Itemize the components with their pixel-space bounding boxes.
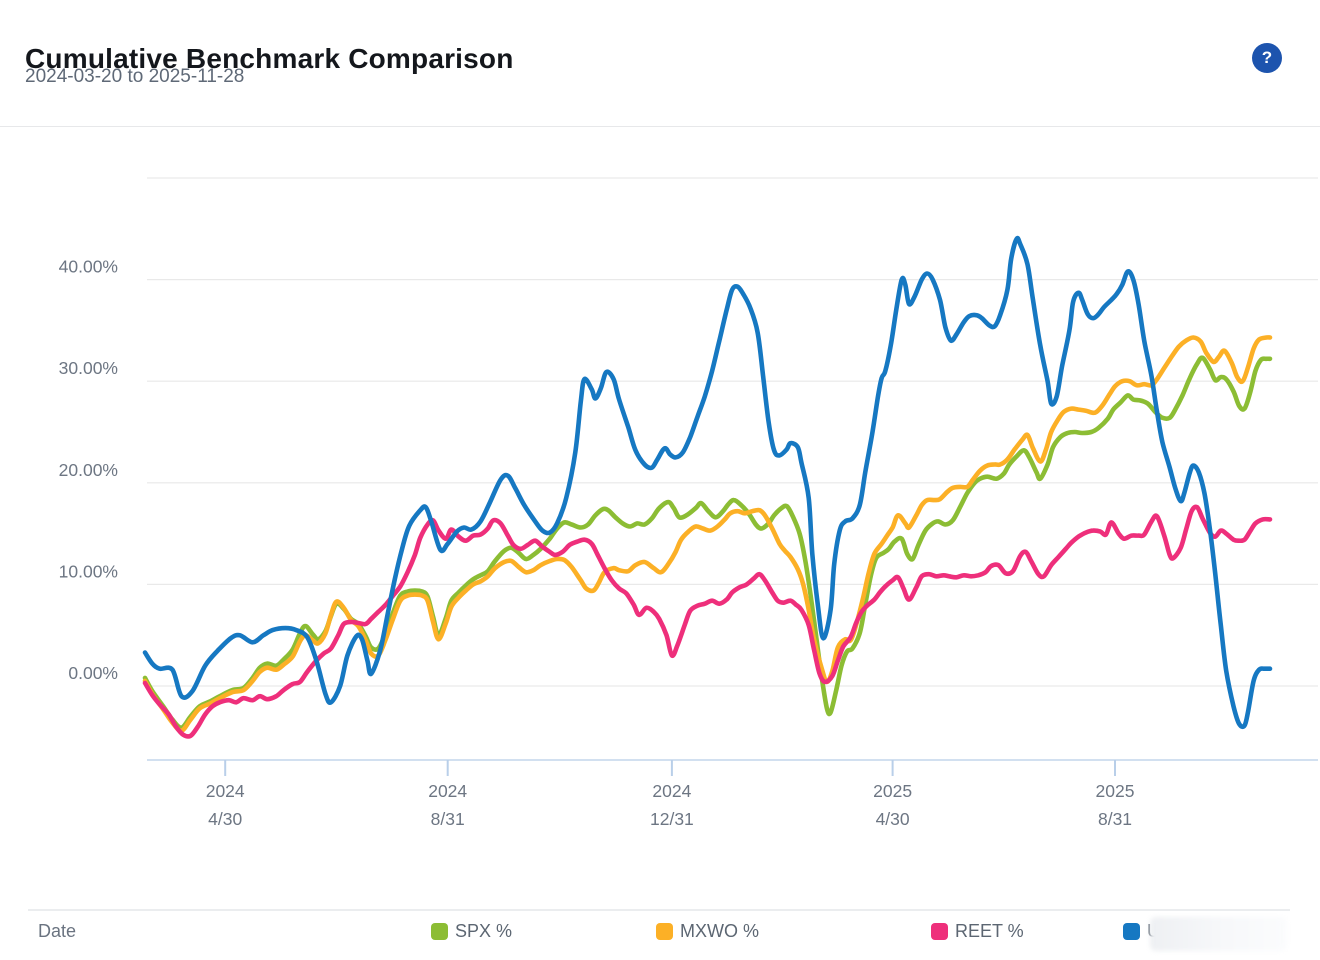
x-axis-label-date: 8/31: [431, 809, 465, 829]
x-axis-label-year: 2025: [1096, 781, 1135, 801]
legend-label-mxwo: MXWO %: [680, 920, 759, 941]
page-title: Cumulative Benchmark Comparison: [25, 42, 514, 74]
x-axis-label-year: 2024: [206, 781, 245, 801]
series-line-spx[interactable]: [142, 355, 1273, 730]
benchmark-chart-svg: 0.00% 10.00% 20.00% 30.00% 40.00% 2024 4/30 202…: [59, 177, 1318, 829]
legend-swatch-mxwo: [656, 922, 673, 940]
series-line-u[interactable]: [142, 235, 1273, 730]
legend-label-benchmark4: U: [1147, 920, 1160, 941]
legend-item-reet[interactable]: REET %: [931, 919, 1024, 943]
y-axis-label: 0.00%: [68, 663, 118, 683]
benchmark-chart: 0.00% 10.00% 20.00% 30.00% 40.00% 2024 4/30 202…: [59, 177, 1318, 829]
legend-swatch-reet: [931, 922, 948, 940]
x-axis-label-date: 4/30: [208, 809, 242, 829]
y-axis-label: 40.00%: [59, 257, 118, 277]
date-range-subtitle: 2024-03-20 to 2025-11-28: [25, 66, 245, 87]
legend-date-label: Date: [38, 921, 77, 941]
legend-item-spx[interactable]: SPX %: [431, 919, 512, 943]
x-axis-label-year: 2024: [652, 781, 691, 801]
legend-swatch-benchmark4: [1123, 922, 1140, 940]
redacted-label-blur: [1150, 917, 1287, 951]
legend-divider: [28, 909, 1290, 911]
legend-label-reet: REET %: [955, 920, 1024, 941]
series-line-mxwo[interactable]: [142, 335, 1273, 733]
x-axis-label-year: 2025: [873, 781, 912, 801]
x-axis-label-date: 12/31: [650, 809, 694, 829]
series-line-reet[interactable]: [142, 504, 1273, 739]
legend-item-benchmark4[interactable]: U: [1123, 919, 1160, 943]
y-axis-label: 10.00%: [59, 561, 118, 581]
y-axis-label: 20.00%: [59, 460, 118, 480]
x-axis-label-date: 4/30: [876, 809, 910, 829]
x-axis-label-year: 2024: [428, 781, 467, 801]
legend-item-mxwo[interactable]: MXWO %: [656, 919, 759, 943]
legend-swatch-spx: [431, 922, 448, 940]
header-divider: [0, 126, 1320, 127]
legend-label-spx: SPX %: [455, 920, 513, 941]
x-axis-label-date: 8/31: [1098, 809, 1132, 829]
y-axis-label: 30.00%: [59, 358, 118, 378]
help-icon[interactable]: ?: [1252, 43, 1282, 73]
